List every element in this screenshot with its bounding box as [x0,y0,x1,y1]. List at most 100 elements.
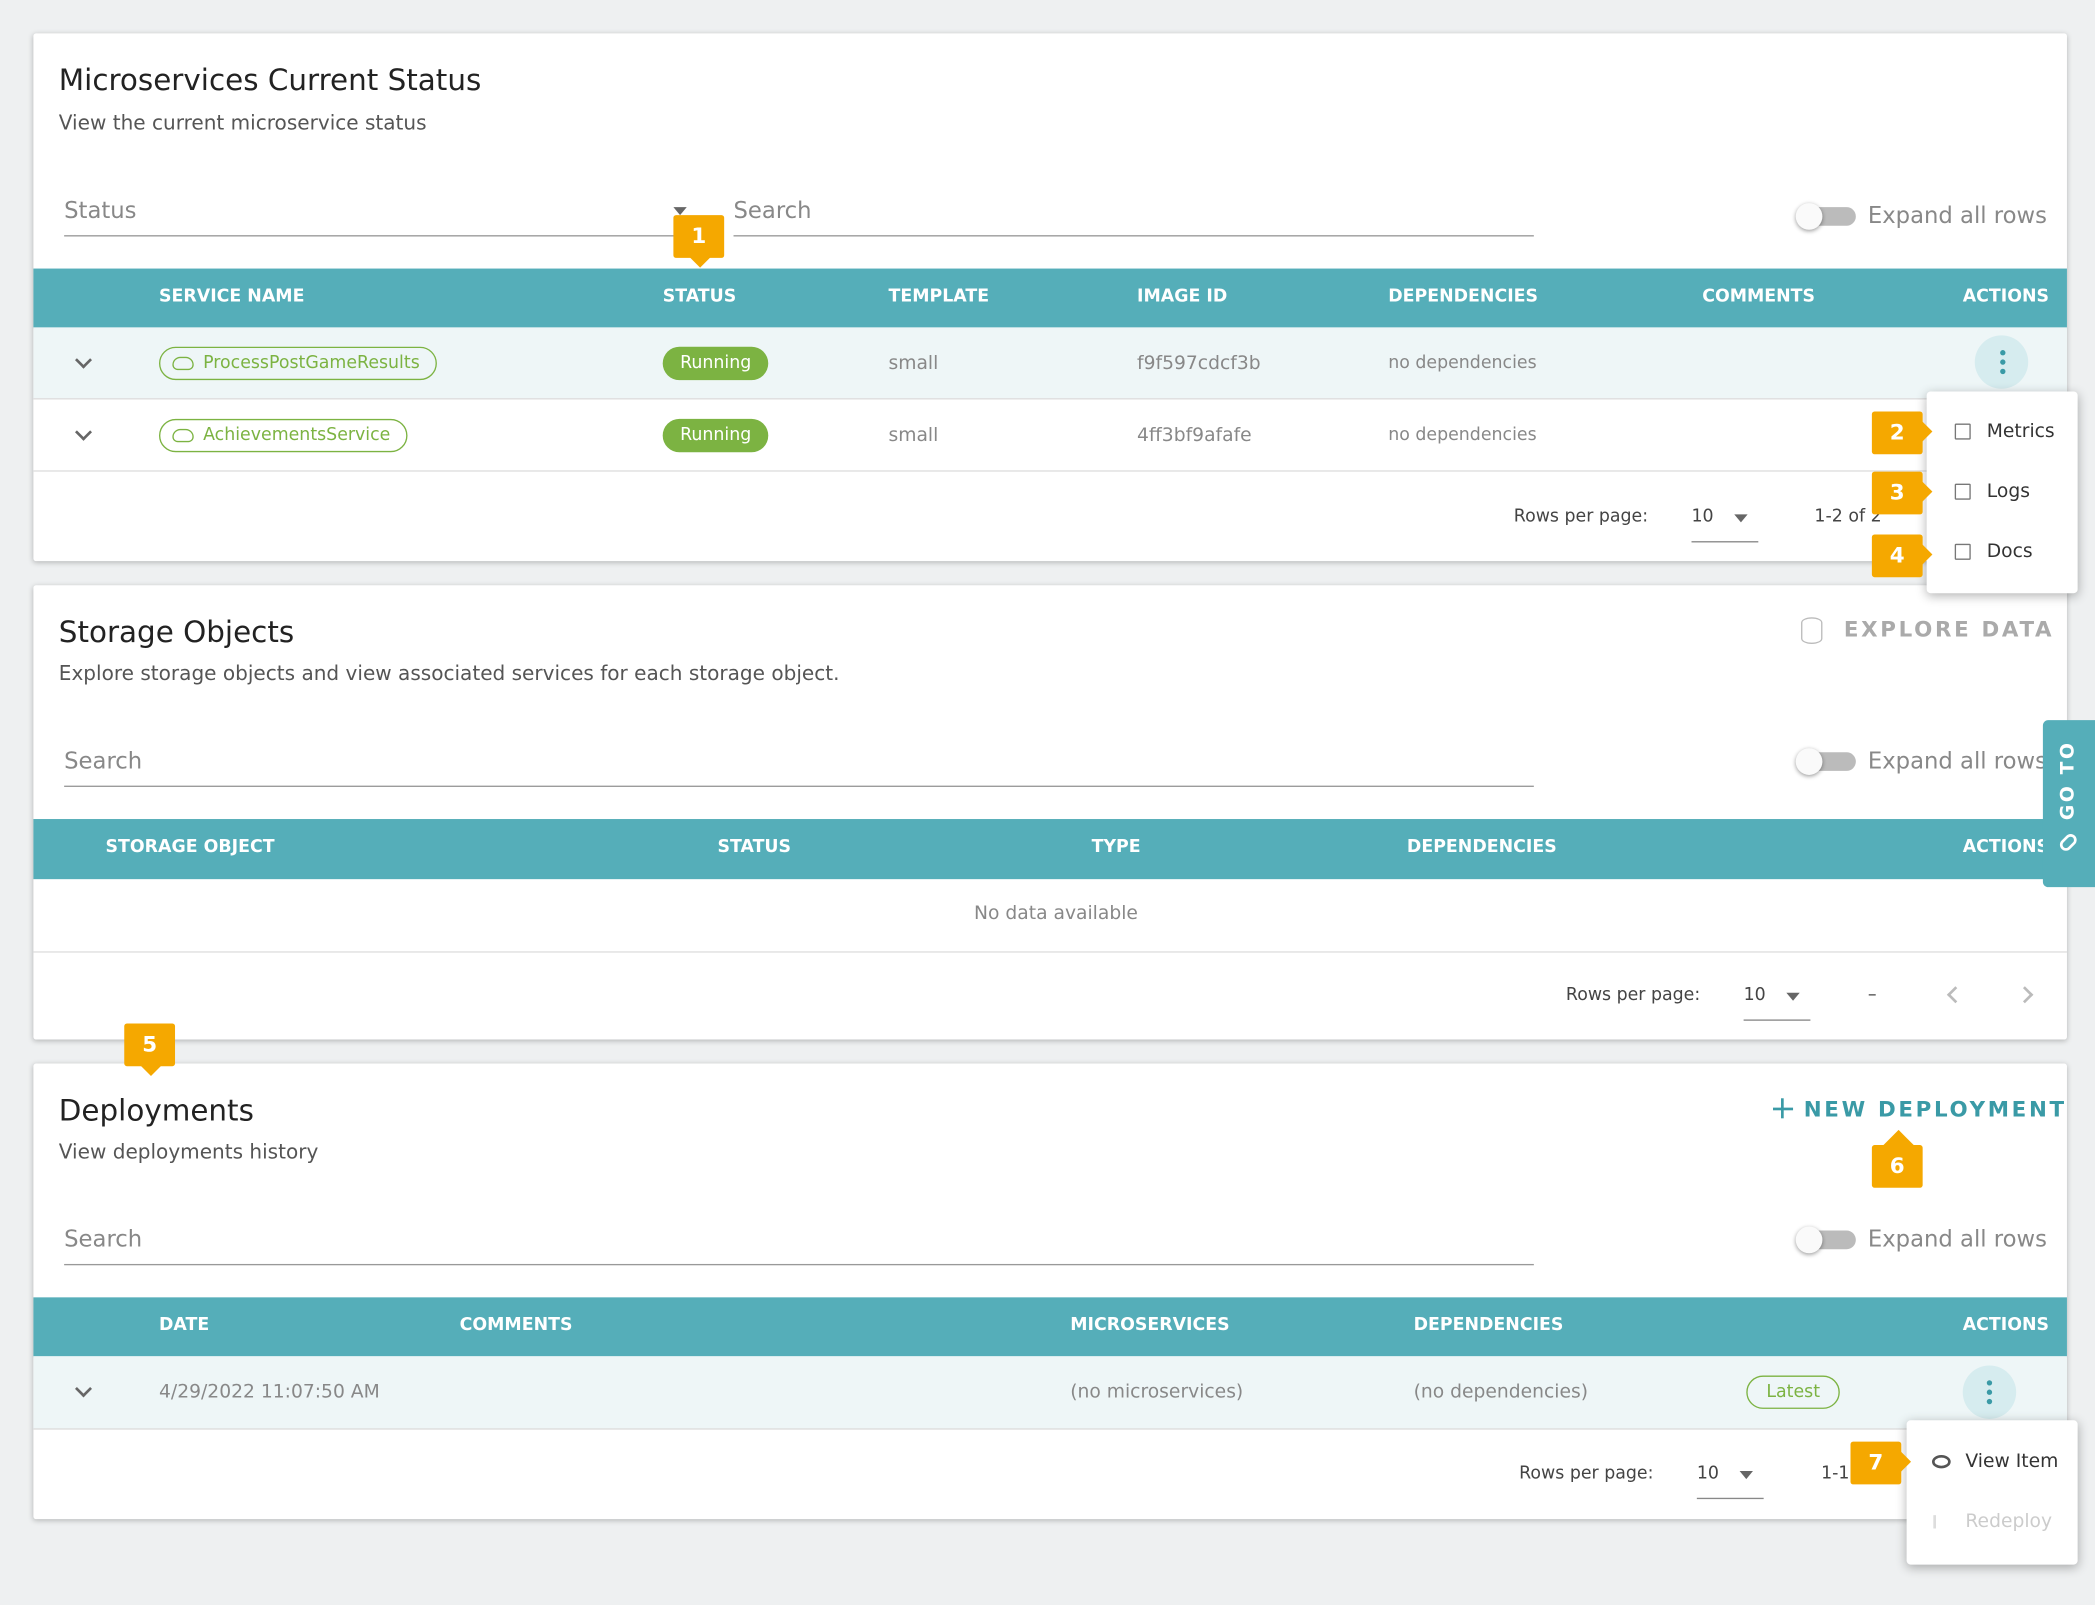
dependencies-cell: no dependencies [1388,353,1537,374]
template-cell: small [888,424,939,447]
toggle-knob[interactable] [1795,748,1823,775]
callout: 6 [1871,1129,1923,1188]
divider [1691,541,1759,543]
menu-item[interactable]: Logs [1986,480,2030,503]
toggle-knob[interactable] [1795,1226,1823,1254]
card-subtitle: View deployments history [58,1139,319,1164]
actions-menu [1926,391,2078,594]
image-id-cell: 4ff3bf9afafe [1137,424,1252,447]
kebab-dot [1986,1380,1993,1386]
pagination-range: – [1867,985,1877,1006]
rows-per-page-select[interactable]: 10 [1691,507,1714,528]
dropdown-arrow [1786,992,1800,1001]
callout: 3 [1871,471,1933,515]
template-cell: small [888,352,939,375]
divider [64,1263,1534,1266]
table-row [33,399,2067,472]
service-chip[interactable]: ProcessPostGameResults [158,346,438,381]
search-input[interactable]: Search [733,197,812,225]
callout: 7 [1850,1441,1912,1485]
column-header: STATUS [662,286,737,307]
column-header: STORAGE OBJECT [105,837,275,858]
column-header: IMAGE ID [1137,286,1228,307]
column-header: ACTIONS [1962,1315,2050,1336]
expand-label: Expand all rows [1867,1226,2047,1254]
menu-icon [1954,423,1971,440]
card-title: Storage Objects [58,616,295,651]
dropdown-arrow [673,207,687,216]
search-input[interactable]: Search [64,748,143,775]
dependencies-cell: (no dependencies) [1413,1381,1589,1403]
menu-icon [1954,543,1971,560]
kebab-dot [1986,1398,1993,1405]
menu-item[interactable]: Docs [1986,541,2033,563]
table-header [33,268,2067,329]
status-pill: Running [662,346,769,381]
menu-item[interactable]: View Item [1965,1451,2059,1473]
dependencies-cell: no dependencies [1388,425,1537,446]
cloud-icon [172,356,194,371]
plus-icon [1781,1098,1784,1119]
column-header: DEPENDENCIES [1406,837,1557,858]
database-icon [1801,617,1823,645]
menu-item[interactable]: Redeploy [1965,1511,2053,1533]
card-title: Microservices Current Status [58,64,482,99]
card-title: Deployments [58,1094,254,1129]
table-header [33,1297,2067,1358]
callout-number: 7 [1868,1449,1884,1476]
divider [33,951,2067,953]
callout: 4 [1871,534,1933,578]
new-deployment-button[interactable]: NEW DEPLOYMENT [1803,1096,2067,1122]
callout: 1 [673,215,725,268]
pagination-range: 1-2 of 2 [1814,507,1882,528]
microservices-cell: (no microservices) [1070,1381,1244,1403]
rows-per-page-label: Rows per page: [1519,1463,1654,1484]
table-row [33,1356,2067,1430]
dropdown-arrow [1734,514,1748,523]
divider [1696,1497,1764,1500]
cloud-icon [172,428,194,443]
callout-number: 1 [691,223,707,249]
service-chip[interactable]: AchievementsService [158,418,408,453]
explore-data-button[interactable]: EXPLORE DATA [1843,616,2055,642]
rows-per-page-select[interactable]: 10 [1696,1463,1719,1484]
dropdown-arrow [1739,1471,1753,1480]
card-subtitle: View the current microservice status [58,110,427,135]
column-header: COMMENTS [1702,286,1816,307]
callout-number: 5 [142,1031,158,1057]
card [33,585,2067,1040]
goto-tab[interactable] [2042,720,2095,888]
status-filter[interactable]: Status [64,197,137,225]
column-header: TYPE [1091,837,1141,858]
callout-number: 4 [1889,542,1905,568]
latest-chip: Latest [1746,1375,1841,1409]
column-header: STATUS [717,837,792,858]
table-header [33,819,2067,880]
kebab-dot [2000,368,2006,375]
column-header: MICROSERVICES [1070,1315,1230,1336]
search-input[interactable]: Search [64,1226,143,1254]
toggle-knob[interactable] [1795,203,1823,230]
rows-per-page-select[interactable]: 10 [1743,985,1766,1006]
callout: 5 [124,1023,176,1076]
card [33,1063,2067,1520]
column-header: ACTIONS [1962,286,2050,307]
rows-per-page-label: Rows per page: [1565,985,1701,1006]
column-header: TEMPLATE [888,286,990,307]
deploy-menu [1906,1420,2078,1565]
eye-icon [1932,1455,1951,1469]
callout-number: 2 [1889,419,1905,445]
kebab-dot [2000,350,2006,356]
menu-item[interactable]: Metrics [1986,420,2055,443]
menu-icon [1954,483,1971,500]
column-header: DEPENDENCIES [1388,286,1539,307]
callout-number: 3 [1889,479,1905,506]
empty-message: No data available [974,903,1138,925]
divider [733,235,1534,237]
kebab-dot [2000,359,2006,365]
divider [64,235,689,237]
callout-number: 6 [1889,1153,1905,1179]
column-header: DATE [158,1315,210,1336]
divider [1743,1019,1811,1021]
